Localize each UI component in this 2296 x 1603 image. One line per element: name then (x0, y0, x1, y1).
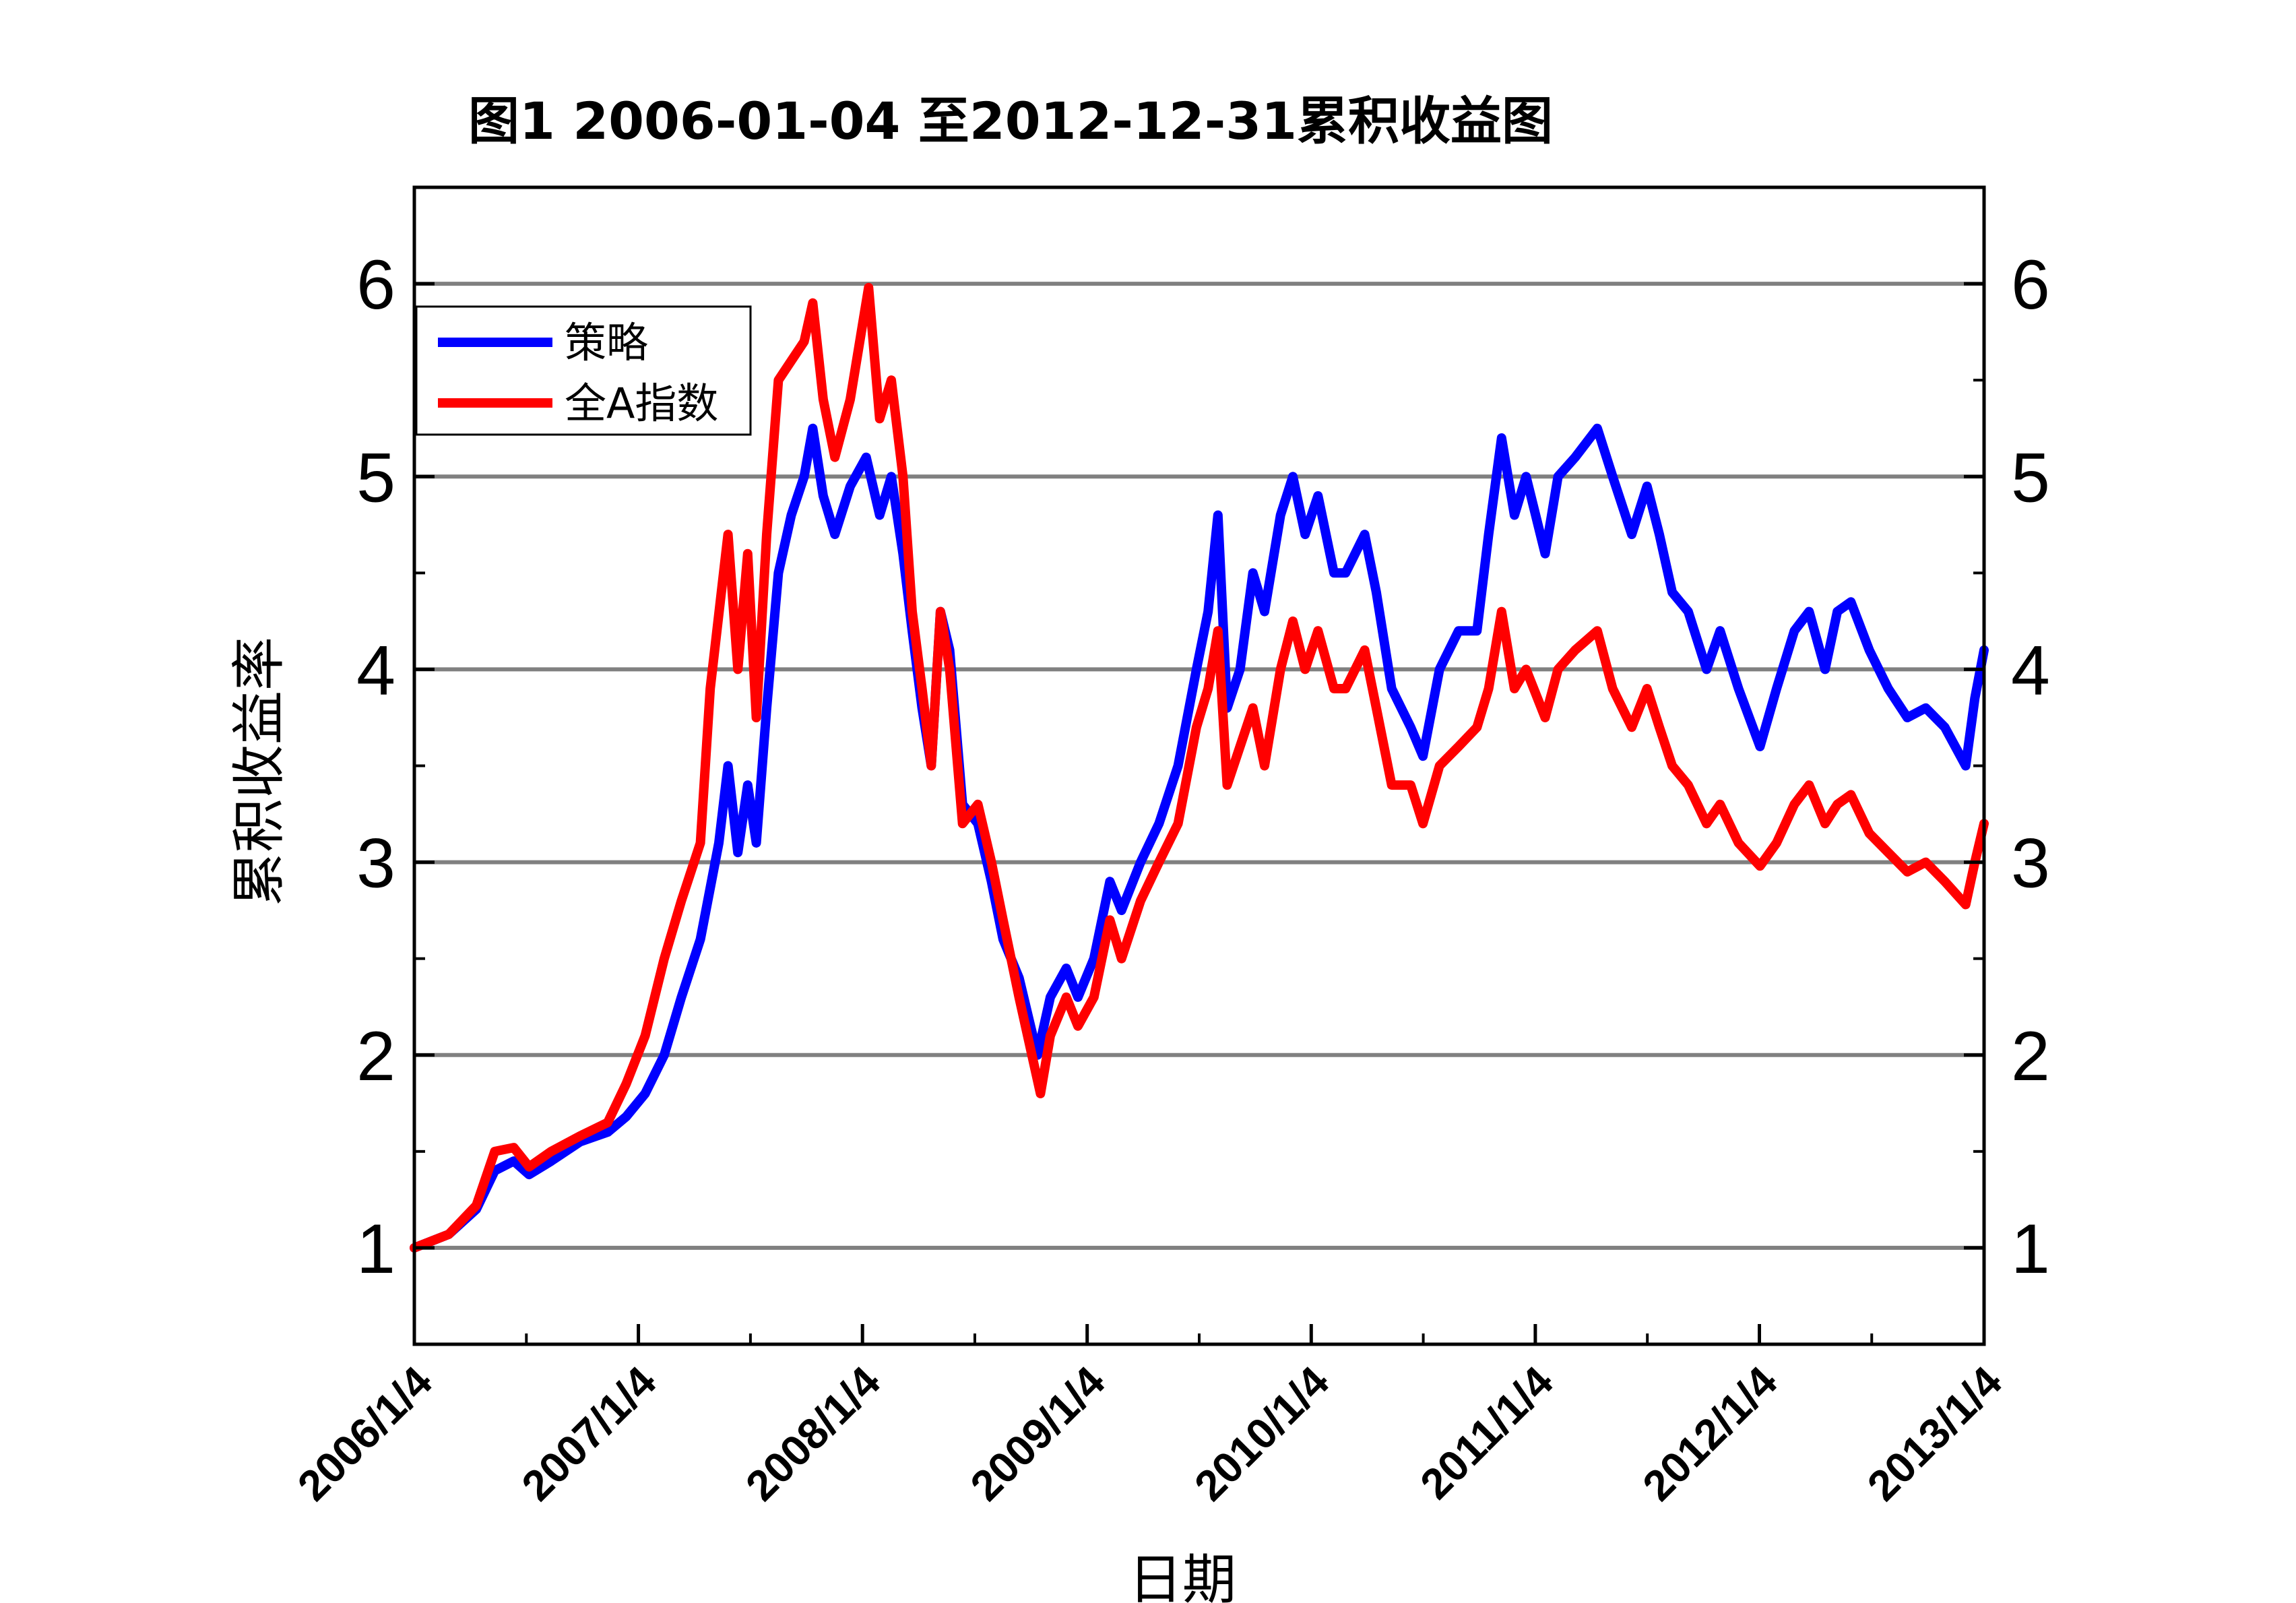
y-tick-labels-left: 1 2 3 4 5 6 (356, 246, 395, 1288)
y-tick-label-left: 3 (356, 825, 395, 903)
chart-title: 图1 2006-01-04 至2012-12-31累积收益图 (468, 91, 1553, 151)
x-axis-label: 日期 (1128, 1548, 1236, 1603)
y-tick-label-right: 4 (2011, 631, 2050, 710)
y-tick-label-left: 5 (356, 439, 395, 517)
axis-ticks (412, 186, 1986, 1346)
legend: 策略 全A指数 (415, 305, 752, 436)
y-tick-label-left: 6 (356, 246, 395, 324)
series-line-strategy (410, 423, 1989, 1253)
series-lines (410, 282, 1989, 1253)
y-tick-label-right: 6 (2011, 246, 2050, 324)
y-tick-label-right: 5 (2011, 439, 2050, 517)
y-tick-label-left: 1 (356, 1210, 395, 1288)
legend-label-index: 全A指数 (565, 379, 718, 428)
legend-label-strategy: 策略 (565, 318, 648, 367)
legend-box (415, 305, 752, 436)
y-tick-label-left: 4 (356, 631, 395, 710)
y-tick-label-right: 2 (2011, 1017, 2050, 1096)
grid-lines (414, 282, 1984, 1250)
series-line-index (410, 282, 1989, 1253)
y-tick-label-right: 3 (2011, 825, 2050, 903)
y-tick-label-left: 2 (356, 1017, 395, 1096)
y-tick-labels-right: 1 2 3 4 5 6 (2011, 246, 2050, 1288)
y-axis-label: 累积收益率 (228, 637, 290, 906)
y-tick-label-right: 1 (2011, 1210, 2050, 1288)
